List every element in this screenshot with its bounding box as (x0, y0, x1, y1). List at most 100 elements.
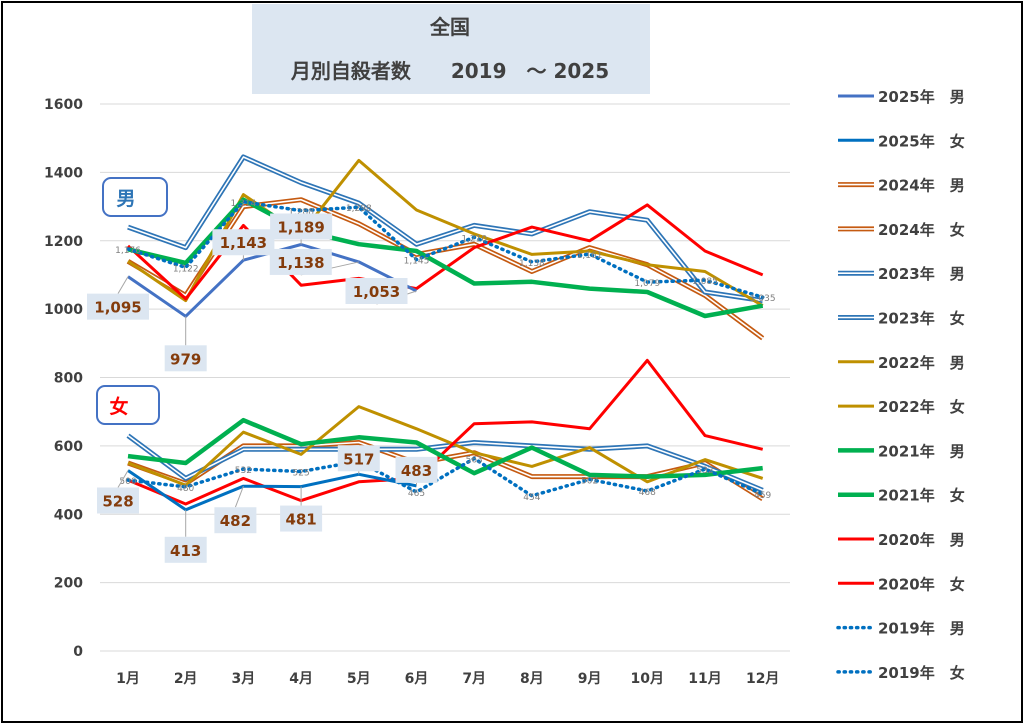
small-label-2019-male: 1,210 (461, 234, 487, 244)
series-line-dotted (126, 199, 765, 299)
legend-label: 2024年 女 (878, 221, 965, 239)
legend-item: 2021年 男 (838, 442, 965, 460)
x-tick-label: 1月 (116, 671, 140, 687)
legend-item: 2025年 男 (838, 88, 965, 106)
y-tick-label: 800 (54, 371, 83, 387)
legend-label: 2025年 女 (878, 132, 965, 150)
callout-label: 528 (102, 492, 133, 510)
x-tick-label: 10月 (631, 671, 664, 687)
small-label-2019-male: 1,138 (519, 259, 545, 269)
callout-box (212, 229, 275, 256)
callout-box (395, 456, 438, 483)
callout-box (280, 505, 323, 532)
small-label-2019-male: 1,079 (634, 279, 660, 289)
small-label-2019-male: 1,298 (346, 204, 372, 214)
series-line (126, 433, 764, 493)
legend-item: 2022年 女 (838, 398, 965, 416)
series-line-solid (127, 358, 764, 506)
y-tick-label: 1400 (44, 165, 83, 181)
legend-label: 2019年 女 (878, 664, 965, 682)
callout-box (345, 278, 408, 305)
x-tick-label: 2月 (174, 671, 198, 687)
legend-label: 2024年 男 (878, 177, 965, 195)
y-tick-label: 400 (54, 507, 83, 523)
x-tick-label: 11月 (688, 671, 721, 687)
series-line-inner (127, 156, 763, 302)
y-tick-label: 0 (73, 644, 83, 660)
group-labels: 男 女 (96, 177, 168, 425)
callout-label: 1,189 (277, 219, 324, 237)
series-line (127, 417, 763, 479)
legend-item: 2020年 男 (838, 531, 965, 549)
small-label-2019-female: 532 (696, 466, 713, 476)
legend-item: 2024年 女 (838, 221, 965, 239)
callout-box (87, 293, 149, 320)
legend-label: 2021年 女 (878, 487, 965, 505)
legend: 2025年 男 2025年 女 2024年 男 2024年 女 2023年 男 2023年… (836, 88, 965, 682)
y-tick-label: 1000 (44, 302, 83, 318)
callout-label: 481 (285, 511, 316, 529)
callout-box (164, 536, 207, 563)
callout-leader (117, 276, 129, 294)
legend-item: 2025年 女 (838, 132, 965, 150)
small-label-2019-female: 454 (523, 493, 540, 503)
small-label-2019-male: 1,161 (577, 251, 603, 261)
series-line (126, 199, 765, 299)
small-label-2019-female: 525 (293, 469, 310, 479)
small-label-2019-male: 1,035 (750, 294, 776, 304)
callout-label: 517 (343, 450, 374, 468)
callout-label: 1,095 (94, 299, 141, 317)
legend-item: 2022年 男 (838, 354, 965, 372)
small-label-2019-female: 500 (119, 477, 136, 487)
callout-labels: 1,095 979 1,143 1,189 1,138 1,053 528 413 482 481… (87, 213, 438, 563)
callout-label: 1,053 (353, 283, 400, 301)
series-line-solid (127, 469, 417, 512)
callout-label: 979 (170, 350, 201, 368)
series-line (127, 197, 764, 319)
x-tick-label: 8月 (520, 671, 544, 687)
callout-label: 482 (220, 512, 251, 530)
x-tick-label: 12月 (746, 671, 779, 687)
legend-item: 2020年 女 (838, 575, 965, 593)
small-label-2019-male: 1,122 (173, 264, 199, 274)
y-tick-label: 200 (54, 576, 83, 592)
small-label-2019-male: 1,288 (288, 208, 314, 218)
callout-box (269, 248, 332, 275)
callout-label: 413 (170, 542, 201, 560)
small-label-2019-male: 1,145 (404, 257, 430, 267)
callout-leader (117, 470, 129, 488)
legend-label: 2019年 男 (878, 620, 965, 638)
x-tick-label: 4月 (289, 671, 313, 687)
small-label-2019-female: 532 (235, 466, 252, 476)
small-label-2019-female: 563 (466, 456, 483, 466)
series-line-dotted (126, 456, 765, 498)
small-label-2019-female: 480 (177, 484, 194, 494)
series-line-solid (127, 417, 763, 479)
legend-item: 2019年 女 (836, 664, 965, 682)
legend-label: 2025年 男 (878, 88, 965, 106)
small-label-2019-male: 1,314 (231, 199, 257, 209)
chart-title: 全国 (429, 15, 470, 39)
x-tick-label: 3月 (232, 671, 256, 687)
callout-box (97, 487, 139, 514)
callout-box (164, 345, 207, 372)
x-tick-label: 6月 (405, 671, 429, 687)
legend-label: 2021年 男 (878, 442, 965, 460)
title-box (252, 4, 650, 94)
callout-box (270, 213, 333, 240)
legend-label: 2023年 男 (878, 265, 965, 283)
small-label-2019-female: 502 (581, 476, 598, 486)
legend-item: 2024年 男 (838, 177, 965, 195)
callout-label: 1,143 (220, 234, 267, 252)
y-tick-label: 600 (54, 439, 83, 455)
series-line (127, 469, 417, 512)
small-label-2019-male: 1,176 (115, 246, 141, 256)
y-tick-label: 1200 (44, 234, 83, 250)
x-tick-label: 7月 (462, 671, 486, 687)
y-tick-label: 1600 (44, 97, 83, 113)
callout-box (337, 445, 380, 472)
x-tick-label: 9月 (578, 671, 602, 687)
small-label-2019-female: 465 (408, 489, 425, 499)
